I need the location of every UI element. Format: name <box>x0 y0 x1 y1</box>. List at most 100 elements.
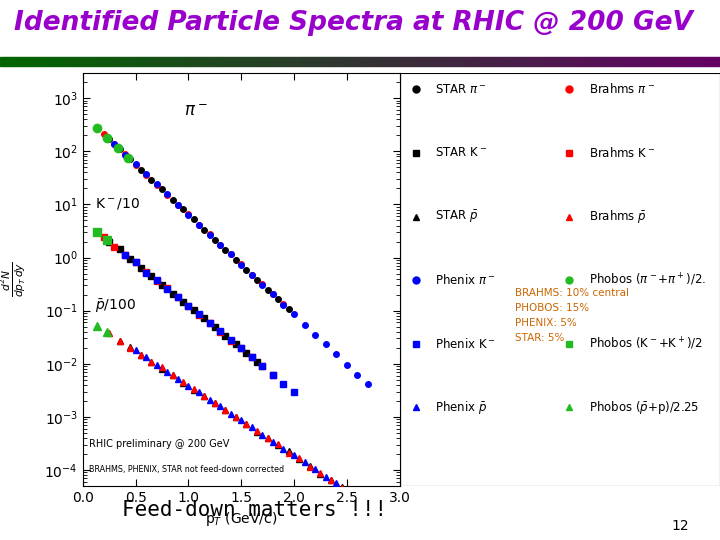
Bar <box>130 57 133 66</box>
Bar <box>335 57 338 66</box>
Text: Phobos ($\pi^-$+$\pi^+$)/2.: Phobos ($\pi^-$+$\pi^+$)/2. <box>589 272 706 288</box>
Bar <box>601 57 605 66</box>
Bar <box>61 57 65 66</box>
Bar <box>407 57 410 66</box>
Bar <box>623 57 626 66</box>
Bar <box>716 57 720 66</box>
Bar <box>670 57 673 66</box>
Text: Phobos ($\bar{p}$+p)/2.25: Phobos ($\bar{p}$+p)/2.25 <box>589 399 699 416</box>
Bar <box>245 57 248 66</box>
Bar <box>234 57 238 66</box>
Bar <box>486 57 490 66</box>
Bar <box>472 57 475 66</box>
Bar <box>382 57 385 66</box>
Bar <box>11 57 14 66</box>
Bar <box>410 57 414 66</box>
Bar <box>209 57 212 66</box>
Bar <box>288 57 292 66</box>
Text: STAR $\pi^-$: STAR $\pi^-$ <box>435 83 487 96</box>
Bar <box>115 57 119 66</box>
Bar <box>684 57 688 66</box>
Bar <box>558 57 562 66</box>
Bar <box>212 57 216 66</box>
Bar <box>371 57 374 66</box>
Bar <box>274 57 277 66</box>
Bar <box>202 57 205 66</box>
Bar <box>29 57 32 66</box>
Bar <box>421 57 425 66</box>
Bar <box>58 57 61 66</box>
Text: BRAHMS: 10% central
PHOBOS: 15%
PHENIX: 5%
STAR: 5%: BRAHMS: 10% central PHOBOS: 15% PHENIX: … <box>515 288 629 343</box>
Text: Phenix K$^-$: Phenix K$^-$ <box>435 336 495 350</box>
Bar <box>36 57 40 66</box>
Bar <box>356 57 360 66</box>
Bar <box>493 57 497 66</box>
Bar <box>634 57 637 66</box>
Bar <box>166 57 169 66</box>
Bar <box>295 57 299 66</box>
Bar <box>241 57 245 66</box>
Text: Brahms $\bar{p}$: Brahms $\bar{p}$ <box>589 208 647 225</box>
Bar <box>695 57 698 66</box>
Bar <box>176 57 180 66</box>
Bar <box>673 57 677 66</box>
Bar <box>40 57 43 66</box>
Bar <box>180 57 184 66</box>
Bar <box>608 57 612 66</box>
Bar <box>338 57 342 66</box>
Bar <box>310 57 313 66</box>
Bar <box>612 57 616 66</box>
Bar <box>554 57 558 66</box>
Bar <box>709 57 713 66</box>
Bar <box>598 57 601 66</box>
Bar <box>324 57 328 66</box>
Bar <box>155 57 158 66</box>
Bar <box>97 57 101 66</box>
Bar <box>7 57 11 66</box>
Bar <box>108 57 112 66</box>
Bar <box>306 57 310 66</box>
Text: Brahms K$^-$: Brahms K$^-$ <box>589 146 655 160</box>
Bar <box>227 57 230 66</box>
Bar <box>144 57 148 66</box>
Text: Phenix $\pi^-$: Phenix $\pi^-$ <box>435 273 495 287</box>
Bar <box>490 57 493 66</box>
Bar <box>518 57 522 66</box>
Bar <box>400 57 403 66</box>
Bar <box>18 57 22 66</box>
Text: STAR $\bar{p}$: STAR $\bar{p}$ <box>435 208 478 225</box>
Bar <box>65 57 68 66</box>
Text: $\pi^-$: $\pi^-$ <box>184 102 208 120</box>
Bar <box>302 57 306 66</box>
Bar <box>281 57 284 66</box>
Bar <box>72 57 76 66</box>
Bar <box>580 57 583 66</box>
Bar <box>148 57 151 66</box>
Bar <box>86 57 90 66</box>
Text: $\bar{p}$/100: $\bar{p}$/100 <box>96 298 137 315</box>
Bar <box>522 57 526 66</box>
Bar <box>198 57 202 66</box>
Bar <box>662 57 666 66</box>
Bar <box>263 57 266 66</box>
Bar <box>299 57 302 66</box>
Bar <box>119 57 122 66</box>
Bar <box>277 57 281 66</box>
Bar <box>594 57 598 66</box>
Bar <box>54 57 58 66</box>
Bar <box>43 57 47 66</box>
Bar <box>677 57 680 66</box>
Bar <box>353 57 356 66</box>
Bar <box>702 57 706 66</box>
Bar <box>367 57 371 66</box>
Bar <box>331 57 335 66</box>
Bar <box>194 57 198 66</box>
Bar <box>320 57 324 66</box>
Bar <box>533 57 536 66</box>
Bar <box>140 57 144 66</box>
Bar <box>526 57 529 66</box>
Bar <box>698 57 702 66</box>
Bar <box>626 57 630 66</box>
Bar <box>590 57 594 66</box>
Bar <box>551 57 554 66</box>
